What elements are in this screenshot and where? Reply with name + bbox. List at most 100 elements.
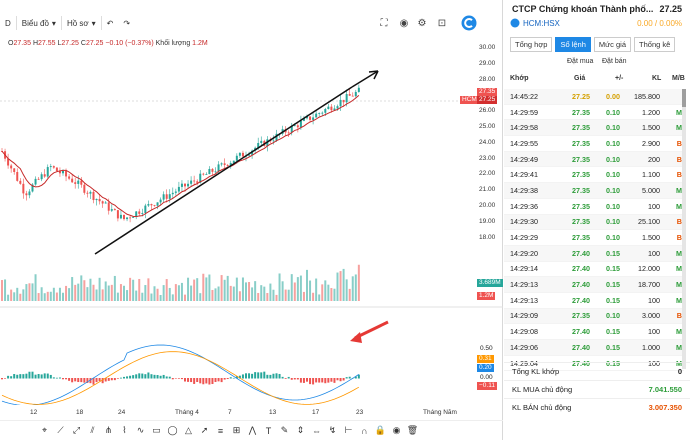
volume-bar xyxy=(10,289,13,301)
text-icon[interactable]: T xyxy=(265,425,272,436)
trade-row[interactable]: 14:29:04 27.40 0.15 100 M xyxy=(504,356,684,372)
volume-tag: 3.689M xyxy=(477,279,503,287)
trade-side: M xyxy=(676,201,682,211)
trade-row[interactable]: 14:29:13 27.40 0.15 18.700 M xyxy=(504,277,684,293)
candle-body xyxy=(135,211,138,217)
macd-bar xyxy=(138,373,141,379)
ray-icon[interactable]: ⤢ xyxy=(72,425,81,435)
macd-bar xyxy=(135,374,138,379)
fib-icon[interactable]: ≡ xyxy=(217,425,224,436)
volume-bar xyxy=(174,284,177,301)
price-axis[interactable]: 30.0029.0028.0027.0026.0025.0024.0023.00… xyxy=(475,44,503,309)
trade-row[interactable]: 14:29:59 27.35 0.10 1.200 M xyxy=(504,105,684,121)
trade-row[interactable]: 14:29:58 27.35 0.10 1.500 M xyxy=(504,120,684,137)
trash-icon[interactable]: 🗑 xyxy=(406,425,419,435)
ellipse-icon[interactable]: ◯ xyxy=(167,425,178,435)
macd-bar xyxy=(223,378,226,380)
trade-row[interactable]: 14:29:08 27.40 0.15 100 M xyxy=(504,324,684,340)
candle-body xyxy=(71,178,74,183)
brush-icon[interactable]: ∿ xyxy=(136,425,145,435)
trade-change: 0.10 xyxy=(606,154,620,164)
macd-bar xyxy=(123,376,125,379)
trade-row[interactable]: 14:29:14 27.40 0.15 12.000 M xyxy=(504,262,684,278)
volume-bar xyxy=(281,281,284,301)
volume-bar xyxy=(235,277,238,301)
symbol-link[interactable]: HCM:HSX xyxy=(510,18,560,28)
trades-list[interactable]: 14:45:22 27.25 0.00 185.800 14:29:59 27.35 0.1… xyxy=(504,89,684,372)
gann-icon[interactable]: ⊞ xyxy=(232,425,241,435)
path-icon[interactable]: ⌇ xyxy=(122,425,127,435)
magnet-icon[interactable]: ∩ xyxy=(361,425,368,436)
fullscreen-button[interactable]: ⛶ xyxy=(375,14,393,32)
trade-row[interactable]: 14:29:36 27.35 0.10 100 M xyxy=(504,199,684,215)
trade-row[interactable]: 14:29:20 27.40 0.15 100 M xyxy=(504,245,684,262)
volume-bar xyxy=(126,290,129,301)
lock-icon[interactable]: 🔒 xyxy=(374,425,387,435)
candle-body xyxy=(238,152,241,156)
triangle-icon[interactable]: △ xyxy=(185,425,192,435)
candle-body xyxy=(68,176,71,179)
crosshair-icon[interactable]: ⌖ xyxy=(41,425,48,435)
high-value: 27.55 xyxy=(38,40,56,47)
rectangle-icon[interactable]: ▭ xyxy=(152,425,161,435)
trade-row[interactable]: 14:29:55 27.35 0.10 2.900 B xyxy=(504,136,684,152)
candle-body xyxy=(165,194,168,199)
tab-price-levels[interactable]: Mức giá xyxy=(593,37,632,52)
trade-row[interactable]: 14:45:22 27.25 0.00 185.800 xyxy=(504,89,684,105)
channel-icon[interactable]: ⫽ xyxy=(90,425,95,435)
trade-side: B xyxy=(676,138,682,148)
trade-row[interactable]: 14:29:38 27.35 0.10 5.000 M xyxy=(504,183,684,199)
price-chart[interactable] xyxy=(0,0,503,405)
volume-bar xyxy=(287,289,290,301)
trade-row[interactable]: 14:29:41 27.35 0.10 1.100 B xyxy=(504,167,684,184)
macd-bar xyxy=(31,371,34,379)
undo-button[interactable]: ↶ xyxy=(102,14,119,32)
note-icon[interactable]: ✎ xyxy=(280,425,289,435)
tab-order-book[interactable]: Sổ lệnh xyxy=(555,37,591,52)
forecast-icon[interactable]: ↯ xyxy=(328,425,337,435)
trade-row[interactable]: 14:29:13 27.40 0.15 100 M xyxy=(504,293,684,309)
candle-body xyxy=(220,163,223,165)
scrollbar-thumb[interactable] xyxy=(682,89,686,107)
camera-button[interactable]: ⊡ xyxy=(433,14,451,32)
measure-icon[interactable]: ⊢ xyxy=(344,425,353,435)
trades-scrollbar[interactable] xyxy=(682,89,686,369)
price-change: 0.00 / 0.00% xyxy=(637,19,682,28)
time-axis[interactable]: 12 18 24 Tháng 4 7 13 17 23 Tháng Năm xyxy=(0,409,503,419)
profile-button[interactable]: Hồ sơ ▾ xyxy=(62,14,101,32)
tab-statistics[interactable]: Thống kê xyxy=(634,37,676,52)
tab-overview[interactable]: Tổng hợp xyxy=(510,37,553,52)
macd-bar xyxy=(241,374,244,379)
volume-bar xyxy=(132,279,135,301)
volume-bar xyxy=(321,284,324,301)
pitchfork-icon[interactable]: ⋔ xyxy=(104,425,113,435)
eye-icon[interactable]: ◉ xyxy=(392,425,401,435)
candle-body xyxy=(223,163,226,165)
trade-volume: 100 xyxy=(648,327,660,337)
trade-side: M xyxy=(676,358,682,368)
candle-body xyxy=(28,191,31,196)
chart-type-label: Biểu đồ xyxy=(21,18,49,28)
trade-row[interactable]: 14:29:09 27.35 0.10 3.000 B xyxy=(504,308,684,325)
arrow-icon[interactable]: ➚ xyxy=(200,425,209,435)
price-range-icon[interactable]: ⇕ xyxy=(296,425,305,435)
trend-line-icon[interactable]: ⟋ xyxy=(57,425,64,435)
trade-volume: 18.700 xyxy=(638,280,660,290)
globe-icon xyxy=(510,18,520,28)
redo-button[interactable]: ↷ xyxy=(118,14,135,32)
trade-row[interactable]: 14:29:30 27.35 0.10 25.100 B xyxy=(504,214,684,231)
interval-button[interactable]: D xyxy=(0,14,16,32)
macd-bar xyxy=(37,374,40,379)
trade-row[interactable]: 14:29:29 27.35 0.10 1.500 B xyxy=(504,230,684,246)
candle-body xyxy=(107,202,110,211)
indicators-button[interactable]: Biểu đồ ▾ xyxy=(17,14,61,32)
macd-bar xyxy=(116,378,119,379)
trade-row[interactable]: 14:29:06 27.40 0.15 1.000 M xyxy=(504,340,684,356)
chart-area[interactable]: D Biểu đồ ▾ Hồ sơ ▾ ↶ ↷ ⛶ ◉ ⚙ ⊡ O27.35 H… xyxy=(0,0,503,440)
date-range-icon[interactable]: ⇔ xyxy=(312,425,321,436)
pattern-icon[interactable]: ⋀ xyxy=(248,425,257,435)
trade-row[interactable]: 14:29:49 27.35 0.10 200 B xyxy=(504,151,684,168)
settings-button[interactable]: ⚙ xyxy=(413,14,431,32)
screenshot-button[interactable]: ◉ xyxy=(395,14,413,32)
macd-bar xyxy=(245,373,247,379)
